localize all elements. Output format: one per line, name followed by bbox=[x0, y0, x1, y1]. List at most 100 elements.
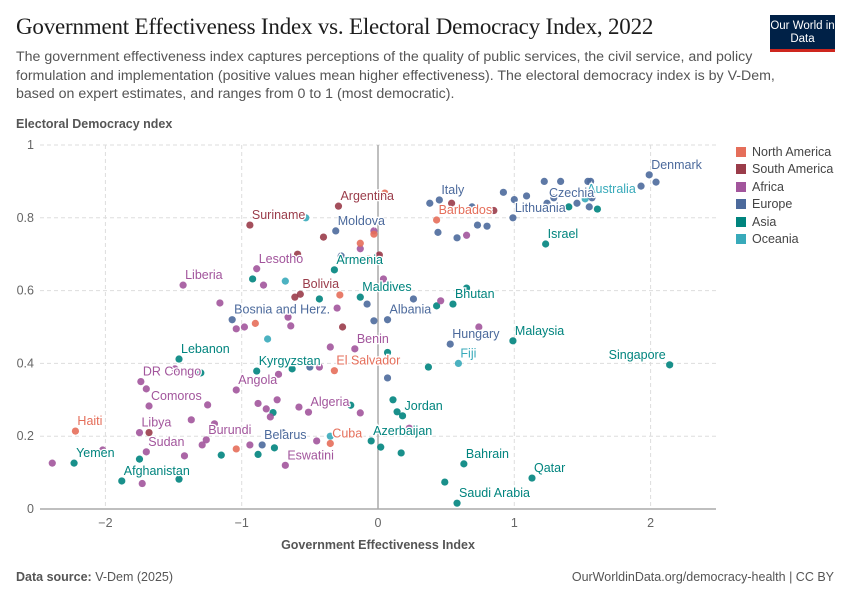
data-point[interactable] bbox=[426, 199, 434, 207]
data-point[interactable] bbox=[175, 475, 183, 483]
data-point[interactable] bbox=[666, 361, 674, 369]
data-point[interactable] bbox=[266, 413, 274, 421]
data-point[interactable] bbox=[232, 445, 240, 453]
legend-item[interactable]: Africa bbox=[736, 178, 833, 196]
data-point[interactable] bbox=[274, 370, 283, 378]
data-point[interactable] bbox=[326, 439, 334, 448]
data-point[interactable] bbox=[142, 448, 150, 456]
data-point[interactable] bbox=[460, 460, 468, 468]
data-point[interactable] bbox=[454, 359, 463, 367]
data-point[interactable] bbox=[291, 293, 299, 301]
legend-item[interactable]: Europe bbox=[736, 196, 833, 214]
data-point[interactable] bbox=[370, 230, 378, 238]
data-point[interactable] bbox=[483, 222, 491, 230]
data-point[interactable] bbox=[240, 323, 249, 331]
footer-link[interactable]: OurWorldinData.org/democracy-health | CC… bbox=[571, 570, 834, 584]
data-point[interactable] bbox=[332, 227, 340, 235]
data-point[interactable] bbox=[351, 345, 359, 353]
legend-item[interactable]: South America bbox=[736, 161, 833, 179]
data-point[interactable] bbox=[232, 325, 240, 333]
data-point[interactable] bbox=[557, 177, 565, 185]
data-point[interactable] bbox=[652, 178, 660, 186]
data-point[interactable] bbox=[228, 316, 236, 324]
data-point[interactable] bbox=[581, 195, 589, 203]
data-point[interactable] bbox=[347, 401, 355, 409]
data-point[interactable] bbox=[645, 171, 653, 179]
data-point[interactable] bbox=[405, 424, 413, 432]
data-point[interactable] bbox=[138, 479, 146, 488]
data-point[interactable] bbox=[375, 251, 383, 259]
data-point[interactable] bbox=[293, 250, 302, 258]
data-point[interactable] bbox=[137, 378, 145, 386]
data-point[interactable] bbox=[540, 177, 548, 185]
data-point[interactable] bbox=[246, 441, 254, 449]
data-point[interactable] bbox=[175, 355, 183, 363]
data-point[interactable] bbox=[336, 291, 344, 299]
data-point[interactable] bbox=[145, 428, 153, 437]
data-point[interactable] bbox=[254, 450, 262, 458]
data-point[interactable] bbox=[356, 293, 364, 301]
data-point[interactable] bbox=[389, 396, 397, 404]
data-point[interactable] bbox=[585, 203, 593, 211]
data-point[interactable] bbox=[326, 343, 334, 351]
data-point[interactable] bbox=[319, 233, 328, 241]
data-point[interactable] bbox=[180, 452, 189, 460]
data-point[interactable] bbox=[135, 428, 144, 437]
data-point[interactable] bbox=[48, 459, 56, 467]
data-point[interactable] bbox=[253, 265, 261, 273]
data-point[interactable] bbox=[499, 188, 507, 196]
data-point[interactable] bbox=[145, 402, 153, 410]
data-point[interactable] bbox=[449, 300, 457, 308]
data-point[interactable] bbox=[433, 216, 441, 224]
data-point[interactable] bbox=[204, 401, 212, 409]
data-point[interactable] bbox=[171, 365, 179, 373]
data-point[interactable] bbox=[542, 240, 550, 248]
data-point[interactable] bbox=[522, 192, 531, 200]
data-point[interactable] bbox=[356, 409, 364, 417]
data-point[interactable] bbox=[281, 277, 289, 285]
data-point[interactable] bbox=[296, 290, 304, 298]
data-point[interactable] bbox=[264, 335, 272, 343]
data-point[interactable] bbox=[333, 304, 341, 312]
data-point[interactable] bbox=[383, 374, 392, 382]
data-point[interactable] bbox=[281, 461, 289, 469]
data-point[interactable] bbox=[232, 386, 240, 394]
data-point[interactable] bbox=[367, 437, 375, 445]
data-point[interactable] bbox=[210, 420, 219, 428]
data-point[interactable] bbox=[490, 206, 498, 215]
data-point[interactable] bbox=[377, 443, 385, 451]
data-point[interactable] bbox=[573, 199, 581, 207]
data-point[interactable] bbox=[437, 297, 445, 305]
data-point[interactable] bbox=[295, 403, 303, 411]
data-point[interactable] bbox=[453, 499, 461, 507]
data-point[interactable] bbox=[435, 196, 443, 204]
data-point[interactable] bbox=[363, 300, 371, 308]
data-point[interactable] bbox=[330, 266, 338, 274]
data-point[interactable] bbox=[543, 199, 551, 207]
data-point[interactable] bbox=[473, 221, 482, 229]
data-point[interactable] bbox=[315, 363, 323, 371]
data-point[interactable] bbox=[258, 441, 266, 449]
data-point[interactable] bbox=[202, 436, 210, 444]
data-point[interactable] bbox=[462, 284, 471, 292]
data-point[interactable] bbox=[588, 194, 596, 202]
data-point[interactable] bbox=[249, 275, 257, 283]
data-point[interactable] bbox=[509, 214, 517, 222]
data-point[interactable] bbox=[326, 432, 334, 440]
data-point[interactable] bbox=[304, 408, 313, 416]
data-point[interactable] bbox=[383, 316, 392, 324]
legend-item[interactable]: Asia bbox=[736, 213, 833, 231]
data-point[interactable] bbox=[262, 405, 270, 413]
data-point[interactable] bbox=[287, 322, 295, 330]
data-point[interactable] bbox=[587, 177, 595, 185]
data-point[interactable] bbox=[70, 459, 78, 467]
data-point[interactable] bbox=[509, 337, 517, 345]
data-point[interactable] bbox=[337, 252, 345, 260]
data-point[interactable] bbox=[462, 231, 471, 239]
data-point[interactable] bbox=[356, 239, 364, 247]
data-point[interactable] bbox=[334, 202, 343, 210]
data-point[interactable] bbox=[393, 408, 401, 416]
data-point[interactable] bbox=[397, 449, 405, 457]
data-point[interactable] bbox=[246, 221, 254, 229]
data-point[interactable] bbox=[253, 367, 261, 375]
